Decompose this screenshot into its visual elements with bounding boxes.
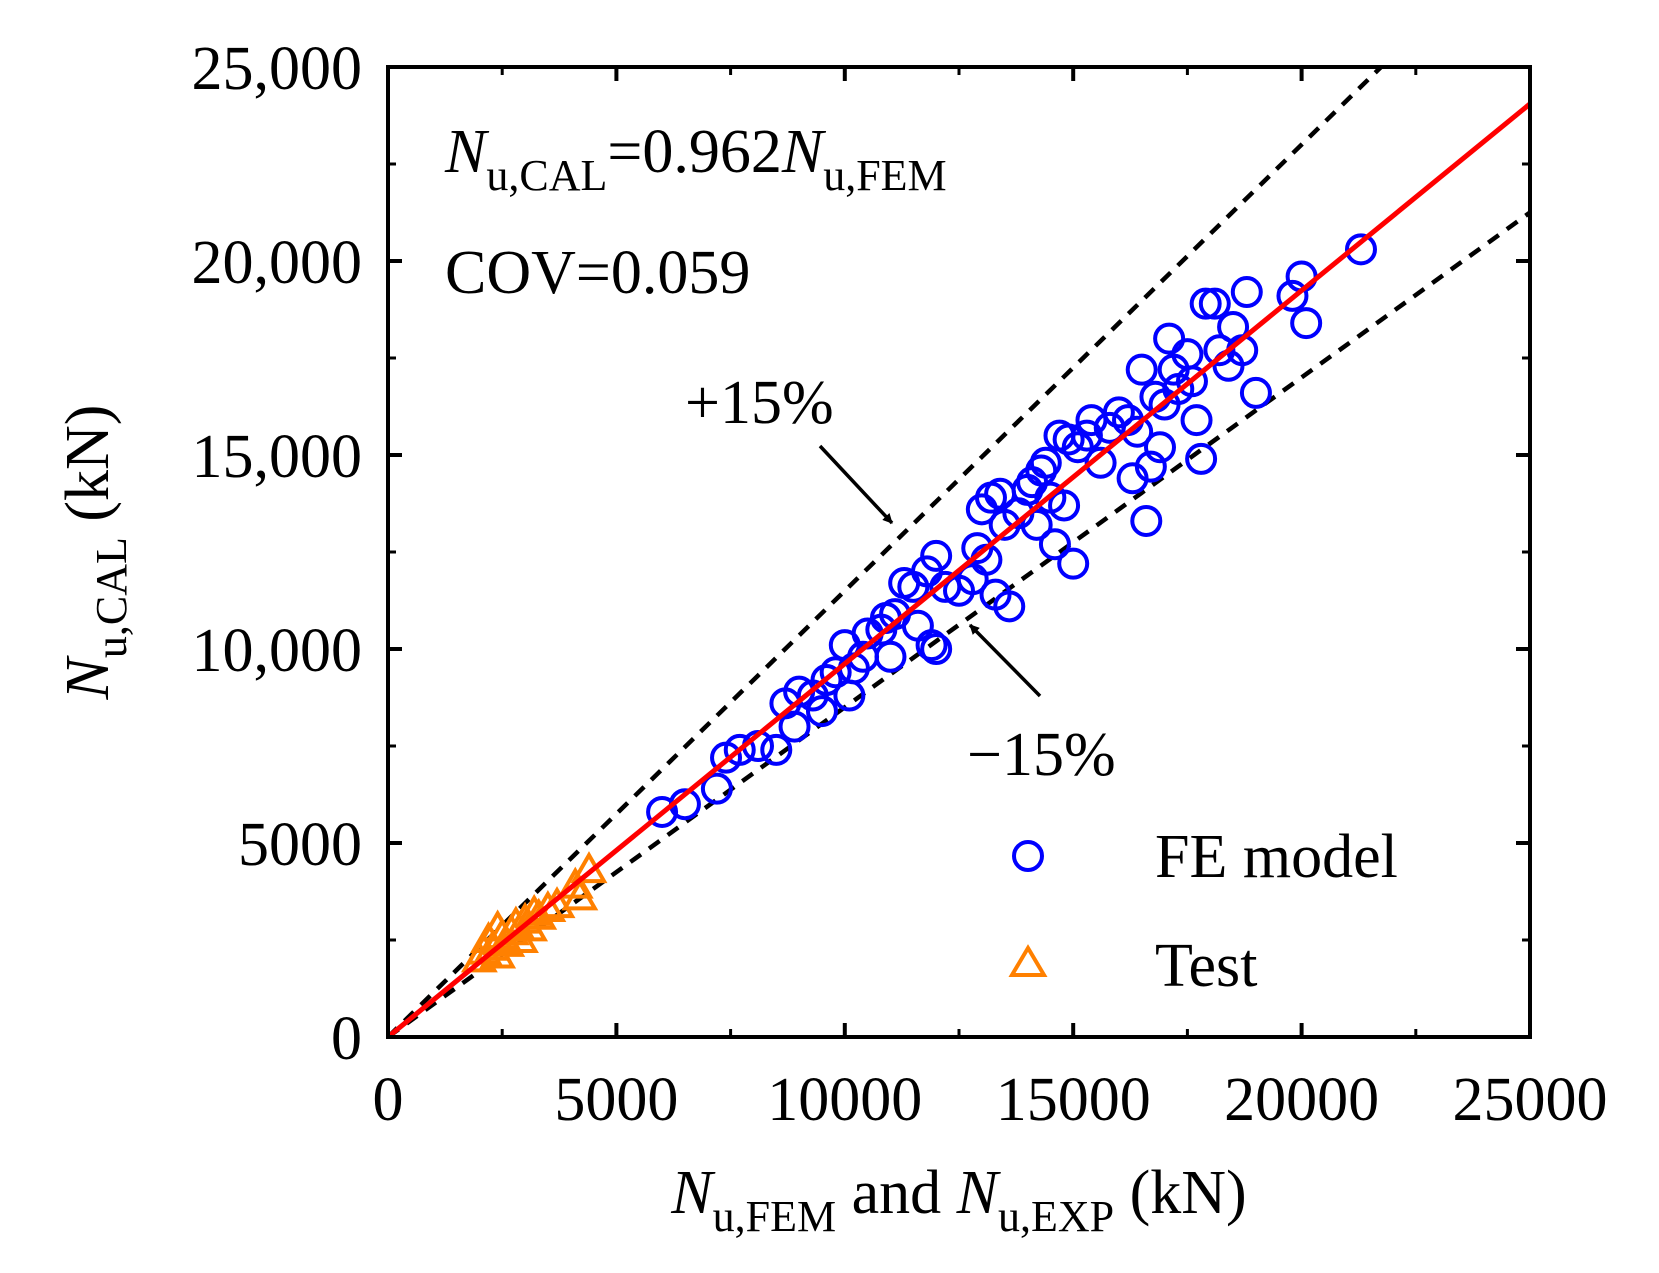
fe-model-point bbox=[1143, 431, 1176, 464]
cov-annotation: COV=0.059 bbox=[445, 239, 750, 307]
fe-model-point bbox=[805, 695, 838, 728]
fe-model-point bbox=[1344, 233, 1377, 266]
fe-model-point bbox=[1125, 353, 1158, 386]
legend-marker-fe bbox=[1012, 840, 1044, 872]
axis-ticks: 0 5000 10000 15000 20000 25000 0 5000 10,000 15,0… bbox=[192, 35, 1608, 1134]
x-tick-label: 5000 bbox=[554, 1066, 678, 1134]
legend-label-test: Test bbox=[1155, 932, 1257, 1000]
eq-sub2: u,FEM bbox=[823, 151, 946, 200]
plot-data-layer bbox=[388, 67, 1530, 1037]
plus-15-arrow bbox=[818, 444, 894, 525]
fe-model-point bbox=[1020, 508, 1053, 541]
y-tick-label: 10,000 bbox=[192, 617, 363, 685]
fe-model-point bbox=[819, 656, 852, 689]
fe-model-point bbox=[1290, 307, 1323, 340]
fe-model-point bbox=[810, 664, 843, 697]
fe-model-point bbox=[993, 590, 1026, 623]
fe-model-point bbox=[1230, 276, 1263, 309]
x-tick-label: 10000 bbox=[767, 1066, 922, 1134]
test-point bbox=[561, 878, 599, 911]
test-point bbox=[529, 889, 567, 922]
fe-model-point bbox=[1153, 322, 1186, 355]
fe-model-point bbox=[874, 640, 907, 673]
fe-model-point bbox=[1038, 528, 1071, 561]
fe-model-point bbox=[646, 795, 679, 828]
eq-n1: N bbox=[444, 118, 490, 186]
fe-model-point bbox=[1175, 365, 1208, 398]
fe-model-point bbox=[723, 733, 756, 766]
fe-model-point bbox=[1102, 396, 1135, 429]
fit-line bbox=[388, 101, 1530, 1037]
eq-mid: =0.962 bbox=[607, 118, 781, 186]
minus-15-label: −15% bbox=[967, 721, 1116, 789]
legend-marker-test bbox=[1008, 944, 1048, 977]
eq-sub1: u,CAL bbox=[486, 151, 607, 200]
legend-label-fe: FE model bbox=[1155, 823, 1398, 891]
fe-model-point bbox=[1075, 404, 1108, 437]
x-tick-label: 20000 bbox=[1224, 1066, 1379, 1134]
fe-model-point bbox=[1048, 489, 1081, 522]
fe-model-point bbox=[1198, 287, 1231, 320]
y-tick-label: 20,000 bbox=[192, 229, 363, 297]
fit-equation: Nu,CAL=0.962Nu,FEM bbox=[444, 118, 947, 200]
x-tick-label: 15000 bbox=[996, 1066, 1151, 1134]
x-tick-label: 25000 bbox=[1453, 1066, 1608, 1134]
fe-model-point bbox=[1134, 450, 1167, 483]
fe-model-point bbox=[1052, 423, 1085, 456]
fe-model-point bbox=[1029, 446, 1062, 479]
fe-model-point bbox=[1203, 334, 1236, 367]
fe-model-point bbox=[915, 629, 948, 662]
fe-model-point bbox=[1057, 547, 1090, 580]
fe-model-point bbox=[1070, 419, 1103, 452]
fe-model-point bbox=[1180, 404, 1213, 437]
y-tick-label: 0 bbox=[331, 1005, 362, 1073]
fe-model-point bbox=[920, 539, 953, 572]
fe-model-point bbox=[778, 710, 811, 743]
lower-15-bound-line bbox=[388, 210, 1530, 1037]
y-tick-label: 25,000 bbox=[192, 35, 363, 103]
fe-model-point bbox=[760, 733, 793, 766]
minus-15-arrow bbox=[968, 623, 1042, 698]
fe-model-point bbox=[1130, 504, 1163, 537]
test-point bbox=[570, 851, 608, 884]
fe-model-point bbox=[1276, 279, 1309, 312]
y-tick-label: 5000 bbox=[238, 811, 362, 879]
plus-15-label: +15% bbox=[685, 369, 834, 437]
fe-model-point bbox=[1189, 287, 1222, 320]
fe-model-point bbox=[700, 772, 733, 805]
fe-model-point bbox=[920, 633, 953, 665]
legend: FE model Test bbox=[1008, 823, 1398, 1000]
eq-n2: N bbox=[781, 118, 827, 186]
fe-model-point bbox=[1239, 376, 1272, 409]
fe-model-point bbox=[1121, 415, 1154, 448]
fe-model-point bbox=[911, 555, 944, 588]
fe-model-point bbox=[1084, 446, 1117, 479]
x-axis-label: Nu,FEM and Nu,EXP (kN) bbox=[670, 1159, 1246, 1241]
y-axis-label: Nu,CAL (kN) bbox=[54, 405, 136, 701]
y-tick-label: 15,000 bbox=[192, 423, 363, 491]
fe-model-point bbox=[1185, 442, 1218, 475]
x-tick-label: 0 bbox=[373, 1066, 404, 1134]
